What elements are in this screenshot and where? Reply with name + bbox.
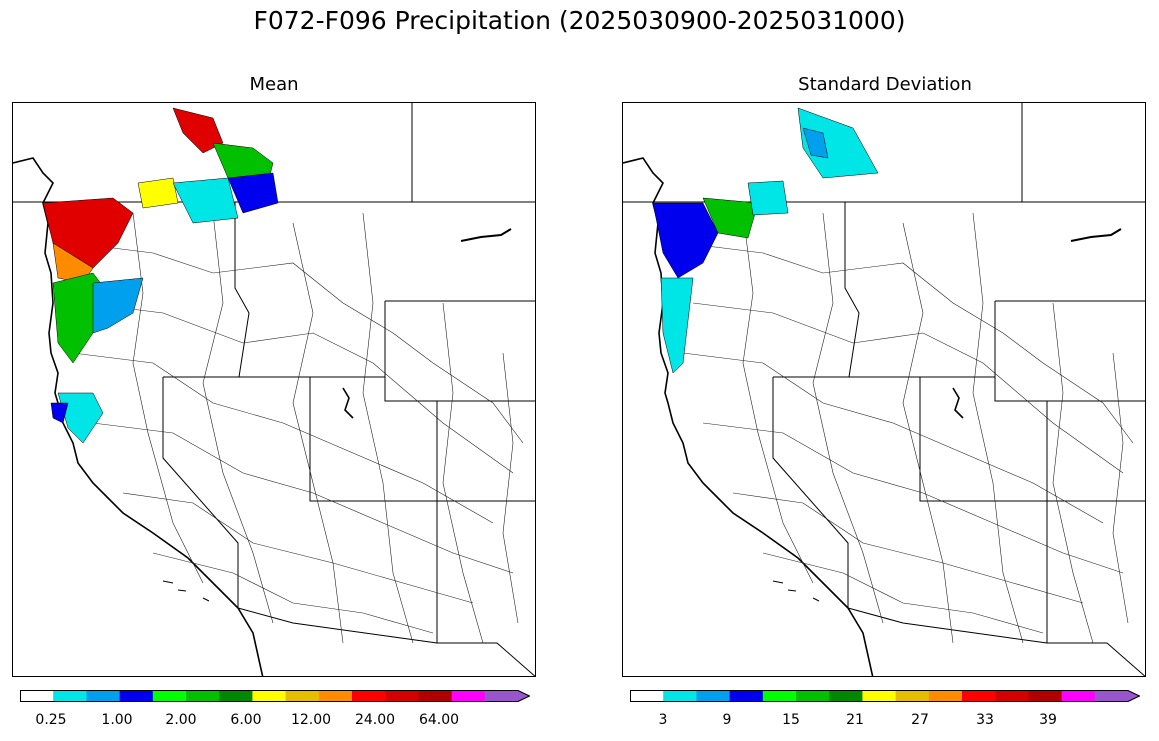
mean-colorbar-outline (20, 690, 530, 702)
stddev-colorbar-segment (862, 690, 897, 702)
mean-colorbar-segment (285, 690, 320, 702)
colorado-border (436, 401, 535, 502)
mean-map (12, 102, 536, 677)
stddev-region-cyan-bc (797, 107, 879, 179)
mean-colorbar-segment (484, 690, 530, 702)
mean-colorbar-segment (53, 690, 87, 702)
mean-colorbar-tick: 64.00 (418, 712, 460, 728)
mean-colorbar-segment (119, 690, 154, 702)
mean-colorbar-segment (86, 690, 121, 702)
precip-region-bc-yellow (137, 177, 179, 209)
precip-region-bc-red (172, 107, 224, 154)
utah-border (919, 377, 1047, 502)
mean-colorbar-tick: 24.00 (354, 712, 396, 728)
stddev-colorbar-segment (1061, 690, 1096, 702)
mexico-border (237, 607, 535, 676)
stddev-colorbar-segment (829, 690, 863, 702)
stddev-colorbar-segment (796, 690, 830, 702)
fort-peck-lake (1070, 228, 1122, 242)
mean-colorbar-tick: 6.00 (230, 712, 262, 728)
utah-border (309, 377, 437, 502)
stddev-colorbar-tick: 33 (976, 712, 994, 728)
wyoming-border (384, 301, 535, 402)
stddev-colorbar-segment (1094, 690, 1140, 702)
stddev-colorbar-segment (663, 690, 697, 702)
stddev-region-blue-bc (802, 127, 829, 159)
precip-region-bc-green (212, 142, 274, 184)
stddev-map-canvas (623, 103, 1145, 676)
stddev-colorbar-tick: 3 (658, 712, 668, 728)
idaho-montana-border (844, 202, 860, 378)
stddev-colorbar-segment (928, 690, 963, 702)
stddev-region-green (702, 197, 759, 239)
wyoming-border (994, 301, 1145, 402)
precip-region-bc-cyan (172, 177, 239, 224)
colorado-border (1046, 401, 1145, 502)
stddev-colorbar-segment (995, 690, 1029, 702)
mean-colorbar-segment (186, 690, 220, 702)
stddev-map (622, 102, 1146, 677)
mexico-border (847, 607, 1145, 676)
precip-region-bc-blue (227, 172, 279, 214)
stddev-colorbar-tick: 39 (1039, 712, 1057, 728)
mean-colorbar-scale (20, 690, 530, 702)
great-salt-lake (952, 387, 964, 419)
great-salt-lake (342, 387, 354, 419)
precip-region-blue-coast (92, 277, 144, 334)
stddev-colorbar-outline (630, 690, 1140, 702)
mean-colorbar-segment (352, 690, 386, 702)
mean-colorbar-segment (418, 690, 453, 702)
figure-title: F072-F096 Precipitation (2025030900-2025… (253, 6, 906, 35)
mean-panel-title: Mean (249, 74, 299, 95)
mean-colorbar-segment (20, 690, 54, 702)
basin-boundaries (682, 212, 1134, 644)
stddev-colorbar-segment (630, 690, 664, 702)
mean-colorbar-tick: 2.00 (165, 712, 197, 728)
stddev-colorbar-segment (895, 690, 930, 702)
mean-colorbar-segment (152, 690, 187, 702)
pacific-coastline (13, 157, 264, 676)
precip-region-cyan-coast (57, 392, 104, 444)
mean-colorbar-segment (385, 690, 419, 702)
nevada-california-border (772, 377, 849, 608)
stddev-colorbar-tick: 9 (722, 712, 732, 728)
mean-colorbar-segment (219, 690, 253, 702)
channel-islands (772, 580, 820, 602)
precip-region-blue-south (50, 402, 69, 424)
stddev-panel-title: Standard Deviation (798, 74, 972, 95)
mean-colorbar-tick: 1.00 (101, 712, 133, 728)
basin-boundaries (72, 212, 524, 644)
stddev-colorbar-segment (729, 690, 764, 702)
stddev-region-cyan-north (747, 180, 789, 216)
stddev-colorbar-segment (762, 690, 797, 702)
stddev-colorbar-segment (696, 690, 731, 702)
idaho-montana-border (234, 202, 250, 378)
mean-colorbar-tick: 0.25 (35, 712, 67, 728)
nevada-california-border (162, 377, 239, 608)
stddev-colorbar-scale (630, 690, 1140, 702)
stddev-colorbar-segment (1028, 690, 1063, 702)
stddev-colorbar-tick: 27 (911, 712, 929, 728)
stddev-colorbar-segment (962, 690, 996, 702)
stddev-region-cyan-coast (660, 277, 694, 374)
mean-colorbar-segment (451, 690, 486, 702)
channel-islands (162, 580, 210, 602)
mean-colorbar-segment (318, 690, 353, 702)
mean-map-canvas (13, 103, 535, 676)
mean-colorbar-segment (252, 690, 287, 702)
stddev-colorbar-tick: 15 (782, 712, 800, 728)
stddev-colorbar-tick: 21 (846, 712, 864, 728)
mean-colorbar-tick: 12.00 (290, 712, 332, 728)
fort-peck-lake (460, 228, 512, 242)
stddev-region-blue (652, 202, 719, 279)
